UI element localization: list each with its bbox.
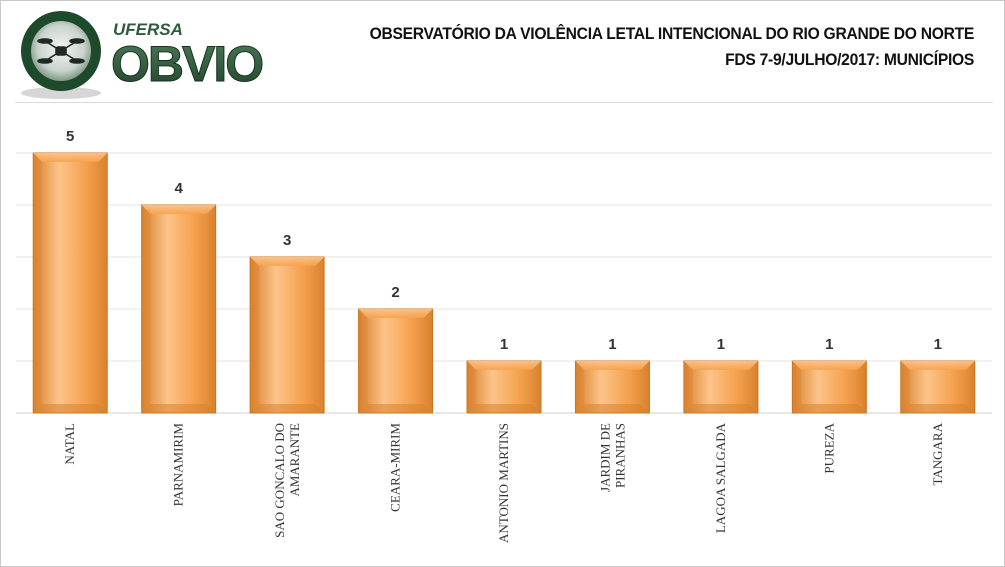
bar-bevel [467, 361, 541, 370]
bar-body [249, 256, 325, 414]
category-label: JARDIM DEPIRANHAS [597, 423, 627, 492]
data-labels: 5 4 3 2 1 1 1 1 1 [66, 128, 942, 353]
category-label: NATAL [62, 423, 77, 465]
category-label: CEARA-MIRIM [388, 423, 403, 512]
bar-bevel [358, 309, 368, 413]
bar [900, 360, 976, 414]
bar [683, 360, 759, 414]
bar [141, 204, 217, 414]
category-label-line: PUREZA [821, 422, 836, 473]
category-label: PUREZA [821, 422, 836, 473]
category-label: SAO GONCALO DOAMARANTE [272, 423, 302, 538]
bar-bevel [683, 361, 758, 370]
bar [574, 360, 650, 414]
data-label: 1 [717, 336, 725, 353]
bar-bevel [683, 404, 758, 413]
category-label-line: ANTONIO MARTINS [496, 423, 511, 543]
bar-bevel [467, 404, 541, 413]
category-label: TANGARA [930, 422, 945, 485]
bars [32, 152, 976, 414]
bar-bevel [683, 361, 693, 413]
logo-org-name: UFERSA [113, 20, 183, 39]
data-label: 4 [174, 180, 183, 197]
bar-bevel [792, 404, 867, 413]
bar-bevel [467, 361, 476, 413]
category-label: LAGOA SALGADA [713, 422, 728, 533]
data-label: 2 [391, 284, 399, 301]
category-label-line: PARNAMIRIM [171, 423, 186, 507]
bar-bevel [358, 404, 433, 413]
category-label-line: NATAL [62, 423, 77, 465]
bar-bevel [575, 404, 650, 413]
chart-title: OBSERVATÓRIO DA VIOLÊNCIA LETAL INTENCIO… [369, 21, 974, 73]
category-label-line: JARDIM DE [597, 423, 612, 492]
category-label-line: SAO GONCALO DO [272, 423, 287, 538]
category-label: PARNAMIRIM [171, 423, 186, 507]
bar-bevel [250, 404, 325, 413]
bar [32, 152, 108, 414]
bar-bevel [141, 205, 151, 413]
bar [791, 360, 867, 414]
data-label: 1 [608, 336, 616, 353]
bar-bevel [141, 404, 216, 413]
category-label-line: TANGARA [930, 422, 945, 485]
category-label-line: LAGOA SALGADA [713, 422, 728, 533]
bar-bevel [141, 205, 216, 214]
bar-bevel [575, 361, 650, 370]
data-label: 5 [66, 128, 74, 145]
bar-body [141, 204, 217, 414]
drone-icon [37, 38, 85, 64]
obvio-logo: UFERSA OBVIO [21, 11, 265, 99]
chart-title-line-1: OBSERVATÓRIO DA VIOLÊNCIA LETAL INTENCIO… [369, 24, 974, 43]
bar-bevel [33, 153, 43, 413]
data-label: 1 [500, 336, 508, 353]
data-label: 1 [934, 336, 942, 353]
bar-body [32, 152, 108, 414]
category-label-line: AMARANTE [287, 423, 302, 497]
bar-bevel [33, 404, 108, 413]
bar-bevel [792, 361, 802, 413]
bar-bevel [250, 257, 325, 266]
bar-bevel [900, 404, 975, 413]
bar-bevel [575, 361, 585, 413]
header-divider [15, 102, 993, 103]
chart-title-line-2: FDS 7-9/JULHO/2017: MUNICÍPIOS [725, 50, 974, 69]
category-labels: NATAL PARNAMIRIM SAO GONCALO DOAMARANTE CEA… [62, 422, 945, 543]
bar-body [358, 308, 434, 414]
bar-bevel [900, 361, 910, 413]
logo-shadow [21, 87, 101, 99]
logo-wordmark: OBVIO [111, 36, 262, 92]
bar [466, 360, 542, 414]
bar-bevel [358, 309, 433, 318]
bar-bevel [33, 153, 108, 162]
category-label: ANTONIO MARTINS [496, 423, 511, 543]
data-label: 3 [283, 232, 291, 249]
data-label: 1 [825, 336, 833, 353]
bar-bevel [792, 361, 867, 370]
category-label-line: PIRANHAS [612, 423, 627, 488]
bar-bevel [900, 361, 975, 370]
category-label-line: CEARA-MIRIM [388, 423, 403, 512]
bar-bevel [250, 257, 260, 413]
bar [358, 308, 434, 414]
bar [249, 256, 325, 414]
